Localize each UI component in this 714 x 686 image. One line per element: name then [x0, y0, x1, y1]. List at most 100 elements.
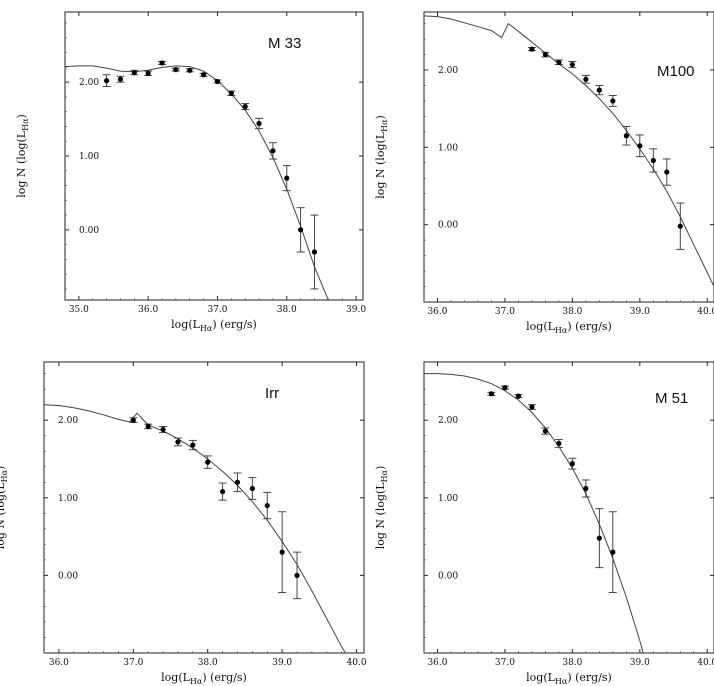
- x-axis-title: log(LHα) (erg/s): [526, 671, 612, 686]
- data-point: [145, 423, 151, 430]
- y-tick-label: 2.00: [58, 416, 78, 426]
- x-tick-label: 38.0: [562, 658, 582, 668]
- x-tick-label: 36.0: [138, 305, 158, 315]
- y-tick-label: 1.00: [438, 143, 458, 153]
- data-point: [515, 393, 522, 399]
- x-tick-label: 40.0: [697, 658, 714, 668]
- y-tick-label: 0.00: [79, 226, 99, 236]
- data-point: [583, 485, 589, 492]
- plot-frame: [43, 361, 365, 654]
- x-tick-label: 37.0: [495, 658, 515, 668]
- data-point: [103, 78, 110, 84]
- panel-title: M100: [657, 63, 695, 80]
- panel-m33: 35.0 36.0 37.0 38.0 39.0 0.00 1.00 2.00 log(LHα)…: [15, 11, 366, 333]
- y-tick-label: 1.00: [58, 494, 78, 504]
- y-tick-label: 0.00: [58, 571, 78, 581]
- data-point: [294, 572, 300, 579]
- data-point: [220, 488, 226, 495]
- data-point: [556, 59, 562, 65]
- data-point: [677, 223, 683, 229]
- model-curve: [65, 65, 329, 300]
- y-axis-title: log N (log(LHα): [15, 114, 30, 198]
- y-tick-label: 1.00: [438, 494, 458, 504]
- data-point: [311, 249, 318, 255]
- x-tick-label: 38.0: [277, 305, 297, 315]
- model-curve: [424, 15, 714, 287]
- data-point: [529, 404, 535, 410]
- data-point: [201, 72, 207, 78]
- data-point: [279, 549, 285, 555]
- data-point: [187, 67, 193, 73]
- panel-m100: 36.0 37.0 38.0 39.0 40.0 0.00 1.00 2.00 log(LHα)…: [374, 11, 714, 335]
- data-point: [610, 98, 616, 104]
- data-point: [542, 51, 548, 58]
- data-point: [130, 417, 136, 423]
- x-tick-label: 39.0: [630, 307, 650, 317]
- x-tick-label: 38.0: [198, 658, 218, 668]
- data-point: [131, 69, 137, 76]
- data-point: [190, 442, 196, 448]
- y-axis-title: log N (log(LHα): [374, 115, 389, 199]
- data-point: [284, 175, 290, 181]
- x-tick-label: 36.0: [49, 658, 69, 668]
- x-axis-title: log(LHα) (erg/s): [171, 318, 257, 333]
- data-point: [249, 485, 255, 492]
- y-tick-label: 2.00: [438, 66, 458, 76]
- data-point: [502, 385, 508, 391]
- x-tick-label: 36.0: [427, 307, 447, 317]
- data-point: [298, 227, 304, 233]
- data-point: [228, 90, 234, 96]
- panel-title: M 51: [655, 390, 688, 407]
- x-axis-title: log(LHα) (erg/s): [526, 320, 612, 335]
- data-point: [556, 440, 562, 447]
- data-point: [596, 535, 602, 541]
- panel-title: Irr: [265, 385, 279, 402]
- data-point: [242, 103, 248, 110]
- data-point: [270, 148, 276, 154]
- x-tick-label: 39.0: [346, 305, 366, 315]
- data-point: [583, 76, 589, 82]
- x-tick-label: 38.0: [562, 307, 582, 317]
- y-tick-label: 2.00: [438, 416, 458, 426]
- data-point: [623, 133, 629, 139]
- x-tick-label: 39.0: [272, 658, 292, 668]
- model-curve: [424, 373, 644, 653]
- x-tick-label: 36.0: [427, 658, 447, 668]
- data-point: [173, 67, 179, 73]
- y-tick-label: 1.00: [79, 152, 99, 162]
- data-point: [569, 61, 575, 68]
- plot-frame: [423, 11, 714, 303]
- data-point: [159, 60, 165, 66]
- y-tick-label: 0.00: [438, 221, 458, 231]
- data-point: [234, 479, 241, 485]
- y-axis-title: log N (log(LHα): [0, 466, 9, 550]
- x-tick-label: 37.0: [207, 305, 227, 315]
- data-point: [175, 439, 181, 445]
- x-tick-label: 40.0: [697, 307, 714, 317]
- data-point: [650, 157, 656, 164]
- data-point: [117, 76, 124, 82]
- data-point: [205, 459, 211, 465]
- x-tick-label: 39.0: [630, 658, 650, 668]
- data-point: [610, 549, 616, 555]
- x-tick-label: 35.0: [69, 305, 89, 315]
- y-tick-label: 2.00: [79, 78, 99, 88]
- plot-frame: [423, 361, 714, 654]
- data-point: [596, 87, 602, 93]
- data-point: [264, 502, 270, 509]
- data-point: [256, 120, 262, 127]
- y-tick-label: 0.00: [438, 571, 458, 581]
- data-point: [488, 391, 495, 397]
- model-curve: [44, 404, 346, 653]
- y-axis-title: log N (log(LHα): [374, 466, 389, 550]
- panel-irr: 36.0 37.0 38.0 39.0 40.0 0.00 1.00 2.00 log(LHα)…: [0, 361, 367, 686]
- x-tick-label: 40.0: [347, 658, 367, 668]
- data-point: [569, 461, 575, 467]
- x-axis-title: log(LHα) (erg/s): [161, 671, 247, 686]
- x-tick-label: 37.0: [495, 307, 515, 317]
- panel-m51: 36.0 37.0 38.0 39.0 40.0 0.00 1.00 2.00 log(LHα)…: [374, 361, 714, 686]
- x-tick-label: 37.0: [123, 658, 143, 668]
- data-point: [664, 169, 670, 175]
- data-point: [637, 143, 643, 149]
